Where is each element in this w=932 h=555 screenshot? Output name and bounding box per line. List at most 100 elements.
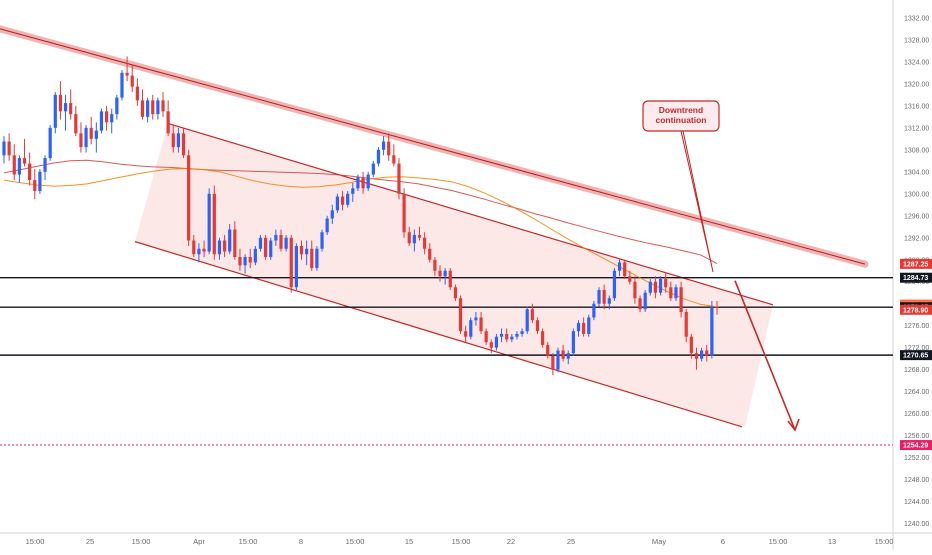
candle[interactable] [607, 295, 611, 310]
candle[interactable] [520, 328, 524, 337]
candle[interactable] [602, 284, 606, 310]
candle[interactable] [479, 311, 483, 334]
candle[interactable] [402, 188, 406, 238]
candle[interactable] [28, 152, 32, 186]
candle[interactable] [161, 92, 165, 117]
candle[interactable] [207, 188, 211, 255]
candle[interactable] [376, 147, 381, 167]
candle[interactable] [7, 133, 11, 161]
candle[interactable] [274, 229, 278, 247]
candle[interactable] [84, 125, 88, 153]
candle[interactable] [63, 94, 68, 131]
candle[interactable] [617, 259, 622, 277]
candle[interactable] [217, 237, 222, 260]
candle[interactable] [710, 300, 714, 359]
candle[interactable] [453, 284, 457, 301]
candle[interactable] [669, 281, 673, 301]
candle[interactable] [110, 108, 114, 134]
candle[interactable] [361, 171, 365, 194]
candle[interactable] [233, 221, 237, 260]
candle[interactable] [423, 232, 427, 255]
candle[interactable] [566, 350, 570, 365]
candle[interactable] [469, 317, 473, 340]
candle[interactable] [228, 224, 232, 255]
candle[interactable] [546, 342, 550, 359]
candle[interactable] [181, 127, 186, 159]
candle[interactable] [315, 246, 319, 271]
candle[interactable] [222, 235, 227, 258]
candle[interactable] [135, 78, 139, 106]
projection-arrow-line[interactable] [734, 280, 796, 431]
channel-lower-line[interactable] [134, 241, 743, 428]
candle[interactable] [130, 64, 134, 93]
candle[interactable] [535, 317, 540, 334]
candle[interactable] [556, 347, 560, 373]
candle[interactable] [356, 174, 360, 192]
candle[interactable] [202, 240, 206, 258]
candle[interactable] [381, 136, 386, 156]
candle[interactable] [366, 171, 370, 192]
candle[interactable] [458, 295, 463, 334]
candle[interactable] [571, 328, 575, 356]
candle[interactable] [156, 97, 160, 120]
candle[interactable] [397, 158, 401, 200]
candle[interactable] [433, 257, 437, 277]
candle[interactable] [412, 229, 416, 252]
candle[interactable] [715, 300, 719, 315]
candle[interactable] [525, 306, 529, 334]
candle[interactable] [258, 235, 263, 252]
candle[interactable] [505, 328, 509, 343]
candle[interactable] [499, 328, 504, 343]
candle[interactable] [17, 155, 21, 183]
candle[interactable] [22, 138, 27, 167]
candle[interactable] [648, 278, 652, 296]
candle[interactable] [612, 268, 617, 301]
candle[interactable] [284, 235, 288, 252]
candle[interactable] [146, 97, 150, 123]
candle[interactable] [443, 268, 447, 285]
candle[interactable] [684, 309, 688, 343]
candle[interactable] [638, 295, 642, 312]
candle[interactable] [674, 284, 678, 301]
candle[interactable] [33, 169, 37, 200]
candle[interactable] [387, 133, 391, 161]
candle[interactable] [330, 204, 334, 225]
candle[interactable] [448, 268, 452, 290]
candle[interactable] [294, 243, 298, 290]
candle[interactable] [279, 229, 283, 252]
candle[interactable] [140, 89, 145, 120]
candle[interactable] [253, 246, 257, 266]
candle[interactable] [679, 281, 683, 318]
candle[interactable] [489, 339, 493, 354]
candle[interactable] [74, 105, 78, 137]
candle[interactable] [515, 331, 519, 340]
candle[interactable] [484, 328, 488, 345]
downtrend-line[interactable] [0, 28, 866, 265]
candle[interactable] [58, 81, 63, 120]
candle[interactable] [705, 344, 709, 362]
candle[interactable] [530, 303, 534, 323]
candle[interactable] [99, 108, 104, 134]
candle[interactable] [269, 237, 273, 260]
candle[interactable] [371, 160, 375, 178]
candle[interactable] [43, 155, 47, 181]
candle[interactable] [120, 70, 124, 101]
candle[interactable] [48, 125, 52, 161]
candle[interactable] [243, 254, 247, 274]
candle[interactable] [299, 240, 304, 260]
candle[interactable] [325, 215, 329, 236]
candle[interactable] [592, 300, 596, 321]
candle[interactable] [187, 149, 191, 247]
candle[interactable] [248, 248, 252, 268]
candle[interactable] [125, 56, 129, 82]
candle[interactable] [551, 353, 555, 376]
candle[interactable] [407, 226, 411, 247]
candle[interactable] [320, 229, 324, 252]
candle[interactable] [597, 287, 601, 307]
candle[interactable] [633, 276, 637, 304]
candle[interactable] [335, 193, 340, 214]
callout-box[interactable] [642, 100, 720, 132]
candle[interactable] [340, 191, 345, 211]
candle[interactable] [540, 328, 545, 348]
